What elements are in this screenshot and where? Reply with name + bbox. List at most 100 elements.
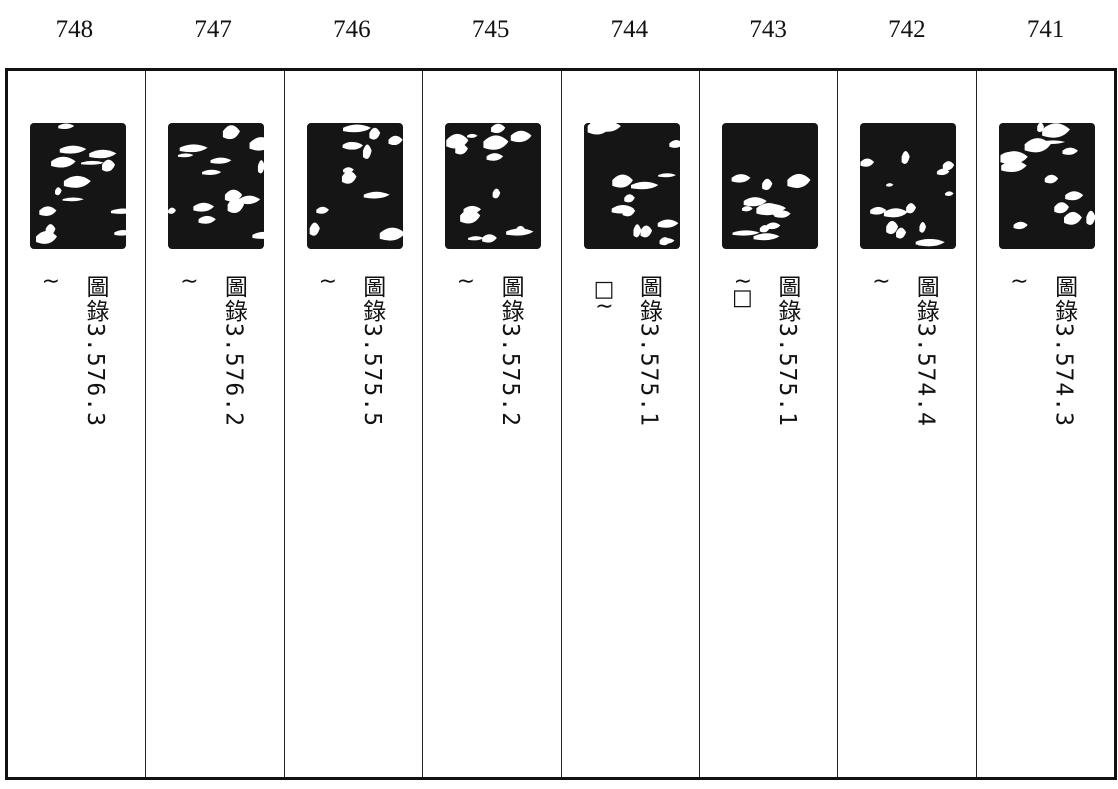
seal-texture xyxy=(1053,202,1069,214)
column: ≀ 圖錄3.576.3 xyxy=(8,71,145,777)
seal-texture xyxy=(463,205,482,214)
seal-texture xyxy=(39,206,57,217)
seal-texture xyxy=(316,206,329,214)
seal-texture xyxy=(918,239,945,247)
seal-texture xyxy=(239,195,261,205)
column: ≀ 圖錄3.575.2 xyxy=(422,71,560,777)
seal-image xyxy=(860,123,957,249)
note: ≀ xyxy=(38,277,63,286)
seal-texture xyxy=(309,222,320,236)
column-number: 748 xyxy=(55,16,94,43)
seal-texture xyxy=(884,208,908,218)
seal-texture xyxy=(1000,151,1028,165)
note: ≀ xyxy=(868,277,894,286)
seal-texture xyxy=(659,237,670,246)
seal-texture xyxy=(369,127,380,140)
column-number: 747 xyxy=(194,16,232,43)
seal-texture xyxy=(510,130,532,143)
seal-texture xyxy=(59,145,87,154)
seal-texture xyxy=(388,135,403,146)
column-number: 744 xyxy=(610,16,649,43)
seal-texture xyxy=(58,123,75,130)
catalog-reference: 圖錄3.575.2 xyxy=(497,275,524,427)
note: ≀ xyxy=(1006,277,1032,286)
note: ≀ xyxy=(314,277,340,286)
seal-texture xyxy=(483,135,509,150)
seal-texture xyxy=(860,158,875,167)
seal-texture xyxy=(759,225,770,233)
seal-image xyxy=(998,123,1095,249)
seal-texture xyxy=(379,227,403,241)
seal-texture xyxy=(51,156,76,168)
seal-texture xyxy=(460,209,481,224)
seal-texture xyxy=(630,181,658,190)
seal-texture xyxy=(492,188,501,199)
seal-texture xyxy=(632,224,641,238)
seal-texture xyxy=(344,142,363,150)
seal-texture xyxy=(81,160,105,165)
column-number: 741 xyxy=(1026,16,1065,43)
header-row: 748 747 746 745 744 743 742 741 xyxy=(5,10,1115,50)
seal-texture xyxy=(896,227,907,239)
seal-texture xyxy=(919,222,927,233)
column-number: 742 xyxy=(888,16,926,43)
note: ≀ xyxy=(176,277,202,286)
seal-texture xyxy=(1040,140,1065,144)
seal-ink xyxy=(860,123,957,249)
note: ≀□ xyxy=(729,277,755,311)
seal-texture xyxy=(467,133,478,138)
seal-texture xyxy=(62,197,84,202)
column-number: 746 xyxy=(333,16,371,43)
column-number: 743 xyxy=(749,16,787,43)
column: ≀ 圖錄3.576.2 xyxy=(145,71,283,777)
seal-texture xyxy=(1013,221,1028,230)
seal-image xyxy=(168,123,265,249)
seal-texture xyxy=(743,197,767,207)
seal-texture xyxy=(249,137,265,151)
seal-texture xyxy=(210,157,232,164)
seal-texture xyxy=(756,202,782,216)
seal-texture xyxy=(870,206,887,215)
seal-texture xyxy=(341,171,357,184)
seal-texture xyxy=(1062,147,1078,155)
seal-texture xyxy=(198,215,217,224)
seal-texture xyxy=(114,230,126,236)
seal-texture xyxy=(342,167,354,173)
column: ≀ 圖錄3.574.3 xyxy=(975,71,1114,777)
seal-texture xyxy=(937,168,950,176)
seal-texture xyxy=(1063,211,1082,225)
note: □≀ xyxy=(591,277,617,311)
seal-table: ≀ 圖錄3.576.3 ≀ 圖錄3.576.2 ≀ 圖錄3.575.5 ≀ 圖錄3.575.2… xyxy=(5,68,1117,780)
seal-texture xyxy=(110,208,126,214)
seal-texture xyxy=(55,187,62,196)
column: ≀□ 圖錄3.575.1 xyxy=(698,71,837,777)
seal-texture xyxy=(342,124,371,133)
seal-texture xyxy=(486,153,504,161)
seal-texture xyxy=(252,231,265,239)
seal-texture xyxy=(168,207,177,214)
seal-texture xyxy=(491,123,506,134)
seal-texture xyxy=(223,125,241,140)
seal-image xyxy=(306,123,403,249)
column: ≀ 圖錄3.575.5 xyxy=(283,71,422,777)
seal-texture xyxy=(63,175,91,188)
seal-texture xyxy=(657,173,676,178)
seal-texture xyxy=(1085,210,1095,225)
seal-texture xyxy=(178,153,194,158)
seal-texture xyxy=(943,161,955,171)
seal-texture xyxy=(741,206,753,212)
catalog-reference: 圖錄3.576.3 xyxy=(82,275,108,427)
seal-texture xyxy=(886,220,899,235)
seal-texture xyxy=(639,225,652,238)
column: ≀ 圖錄3.574.4 xyxy=(837,71,975,777)
seal-texture xyxy=(611,174,633,188)
seal-image xyxy=(30,123,126,249)
seal-texture xyxy=(906,203,917,214)
seal-texture xyxy=(791,174,809,186)
seal-texture xyxy=(753,233,780,241)
seal-texture xyxy=(506,228,534,236)
seal-image xyxy=(721,123,818,249)
seal-texture xyxy=(363,191,390,199)
column-number: 745 xyxy=(471,16,510,43)
